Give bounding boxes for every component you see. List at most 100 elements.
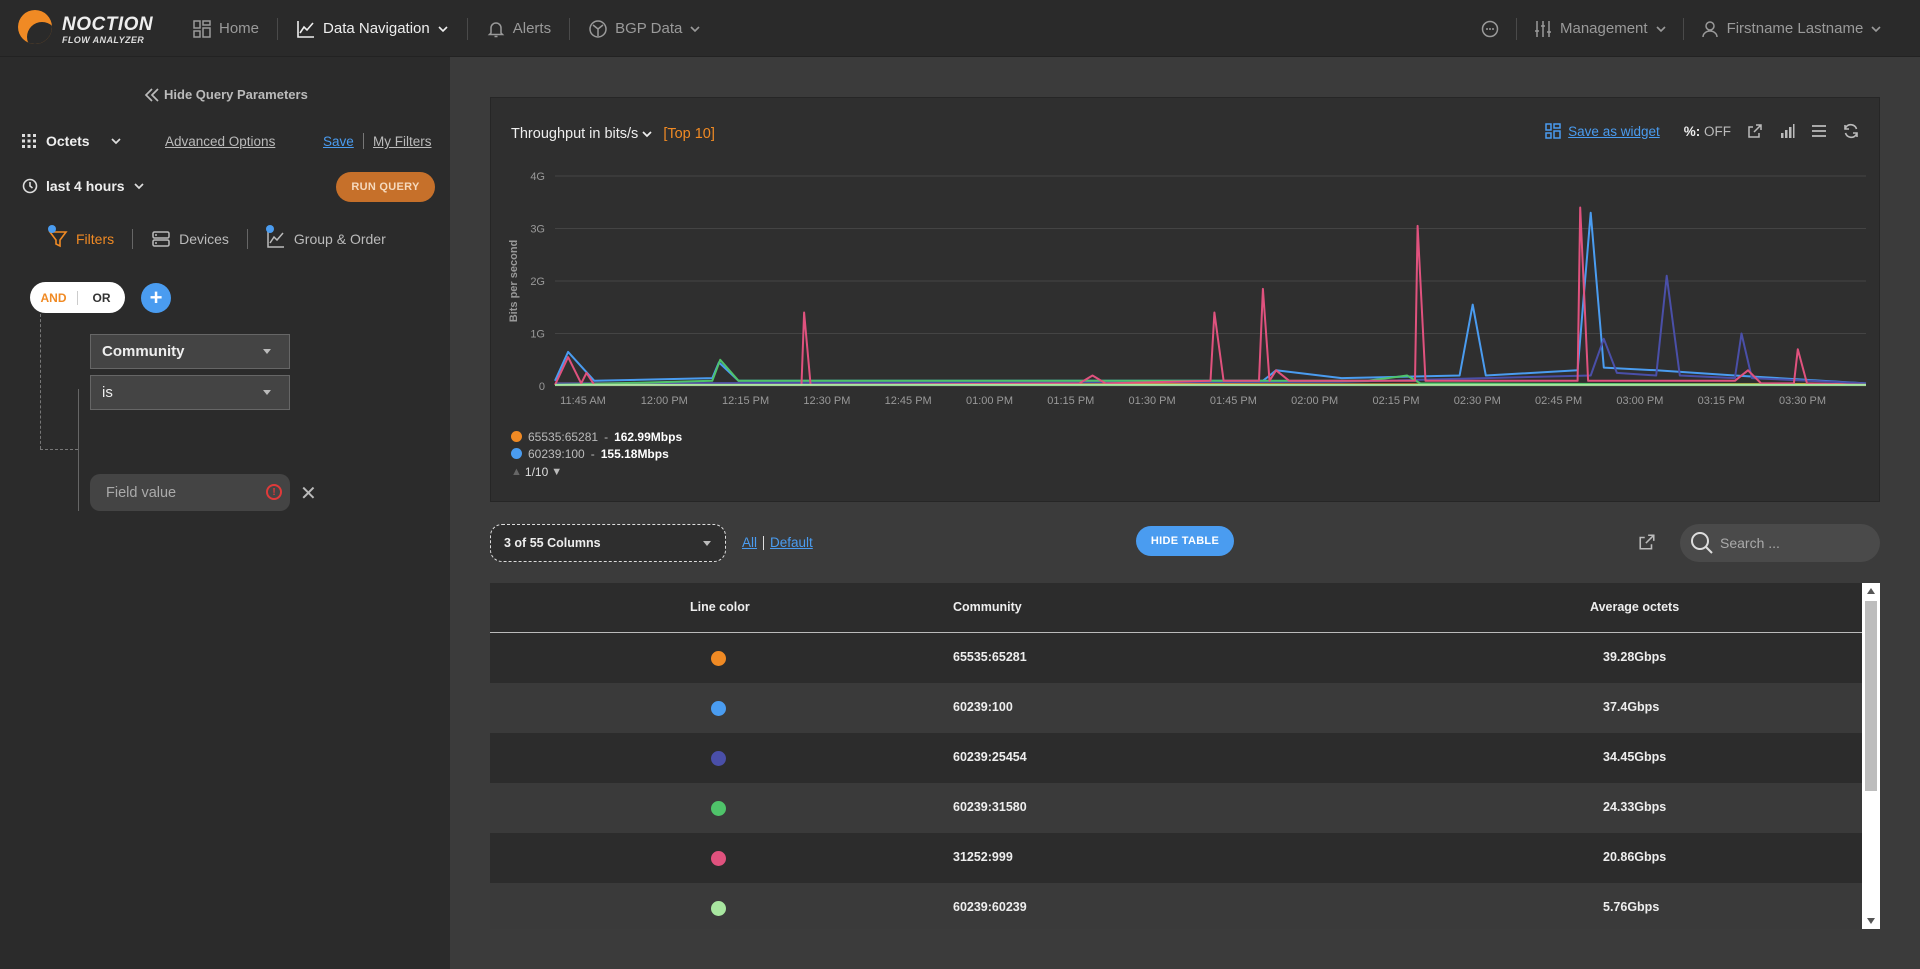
my-filters-link[interactable]: My Filters [373,134,432,149]
nav-bgp-data[interactable]: BGP Data [588,19,701,39]
pager-prev-icon[interactable]: ▲ [511,466,522,478]
columns-select[interactable]: 3 of 55 Columns [490,524,726,562]
nav-management[interactable]: Management [1533,19,1667,39]
nav-bgp-data-label: BGP Data [615,20,683,37]
nav-data-navigation[interactable]: Data Navigation [296,19,449,39]
table-search-input[interactable]: Search ... [1680,524,1880,562]
tab-group-order[interactable]: Group & Order [265,225,386,249]
line-color-swatch [711,901,726,916]
run-query-button[interactable]: RUN QUERY [336,172,435,202]
remove-filter-close-icon[interactable]: ✕ [300,483,317,505]
bell-icon [486,19,506,39]
x-tick-label: 12:45 PM [885,395,932,407]
percent-toggle[interactable]: %: OFF [1684,124,1731,139]
unit-selector[interactable]: bits/s [604,126,653,142]
tab-group-order-label: Group & Order [293,231,386,247]
table-row[interactable]: 60239:31580 24.33Gbps [490,783,1862,833]
filter-value-placeholder: Field value [106,484,177,501]
y-tick-label: 2G [530,276,545,288]
table-row[interactable]: 60239:100 37.4Gbps [490,683,1862,733]
chat-icon[interactable] [1480,19,1500,39]
refresh-icon[interactable] [1843,123,1859,139]
and-option[interactable]: AND [30,290,78,305]
table-row[interactable]: 60239:60239 5.76Gbps [490,883,1862,929]
query-panel: Hide Query Parameters Octets Advanced Op… [0,57,450,969]
tab-devices[interactable]: Devices [151,229,229,249]
x-tick-label: 02:30 PM [1454,395,1501,407]
header-average-octets[interactable]: Average octets [1590,600,1680,614]
legend-item[interactable]: 60239:100 - 155.18Mbps [511,445,682,462]
time-range-label: last 4 hours [46,178,125,194]
nav-data-navigation-label: Data Navigation [323,20,430,37]
table-scrollbar[interactable] [1862,583,1880,929]
x-tick-label: 02:00 PM [1291,395,1338,407]
menu-icon[interactable] [1811,123,1827,139]
pager-label: 1/10 [524,465,549,479]
x-tick-label: 01:00 PM [966,395,1013,407]
default-columns-link[interactable]: Default [770,535,813,550]
tab-filters[interactable]: Filters [48,225,115,249]
line-color-swatch [711,701,726,716]
pager-next-icon[interactable]: ▼ [551,466,563,478]
y-tick-label: 3G [530,224,545,236]
dashboard-icon [192,19,212,39]
header-line-color[interactable]: Line color [690,600,750,614]
scroll-up-icon[interactable] [1867,588,1875,594]
average-octets-cell: 20.86Gbps [1603,850,1667,864]
chart-legend: 65535:65281 - 162.99Mbps 60239:100 - 155… [511,428,682,462]
filter-field-select[interactable]: Community [90,334,290,369]
percent-value: OFF [1704,123,1731,139]
save-as-widget-button[interactable]: Save as widget [1545,123,1660,139]
add-filter-button[interactable]: + [141,283,171,313]
brand-logo[interactable]: NOCTION FLOW ANALYZER [18,10,153,46]
external-link-icon[interactable] [1747,123,1763,139]
legend-value: 155.18Mbps [600,446,669,461]
hide-query-parameters-button[interactable]: Hide Query Parameters [144,87,308,102]
scroll-thumb[interactable] [1865,601,1877,791]
metric-label: Octets [46,133,90,149]
user-menu[interactable]: Firstname Lastname [1700,19,1883,39]
nav-divider [277,17,279,40]
all-columns-link[interactable]: All [742,535,758,550]
community-cell: 60239:100 [953,700,1013,714]
x-tick-label: 12:15 PM [722,395,769,407]
tab-filters-label: Filters [76,231,115,247]
table-row[interactable]: 31252:999 20.86Gbps [490,833,1862,883]
nav-home-label: Home [219,20,260,37]
y-axis-label: Bits per second [508,240,520,323]
series-line [554,206,1867,386]
right-nav: Management Firstname Lastname [1480,0,1882,57]
or-option[interactable]: OR [92,290,111,305]
nav-alerts[interactable]: Alerts [486,19,551,39]
grid-dots-icon [22,134,36,148]
advanced-options-link[interactable]: Advanced Options [165,134,276,149]
bar-chart-icon[interactable] [1779,123,1795,139]
and-or-toggle[interactable]: AND OR [30,282,125,313]
x-tick-label: 02:45 PM [1535,395,1582,407]
table-row[interactable]: 60239:25454 34.45Gbps [490,733,1862,783]
filter-value-input[interactable]: Field value ! [90,474,290,511]
legend-item[interactable]: 65535:65281 - 162.99Mbps [511,428,682,445]
hide-table-button[interactable]: HIDE TABLE [1136,526,1234,556]
x-tick-label: 01:15 PM [1047,395,1094,407]
nav-home[interactable]: Home [192,19,259,39]
time-range-selector[interactable]: last 4 hours [22,178,145,194]
server-icon [151,229,171,249]
brand-name: NOCTION [62,14,154,35]
save-link[interactable]: Save [323,134,354,149]
header-community[interactable]: Community [953,600,1022,614]
metric-selector[interactable]: Octets [22,133,122,149]
average-octets-cell: 5.76Gbps [1603,900,1660,914]
chart-title-prefix: Throughput [511,126,586,142]
community-cell: 60239:31580 [953,800,1027,814]
scroll-down-icon[interactable] [1867,918,1875,924]
table-row[interactable]: 65535:65281 39.28Gbps [490,633,1862,683]
x-tick-label: 02:15 PM [1372,395,1419,407]
x-tick-label: 01:45 PM [1210,395,1257,407]
filter-group-line [78,389,79,511]
external-link-icon[interactable] [1638,533,1656,551]
filter-operator-select[interactable]: is [90,375,290,410]
caret-down-icon [263,349,271,354]
legend-separator: - [604,429,609,444]
nav-divider [1682,17,1684,40]
